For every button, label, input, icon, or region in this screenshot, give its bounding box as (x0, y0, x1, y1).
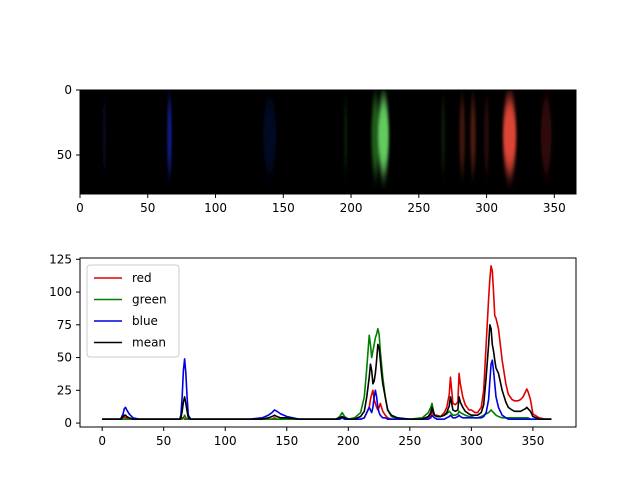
intensity-x-tick-label-1: 50 (156, 434, 171, 448)
intensity-x-tick-label-2: 100 (214, 434, 237, 448)
spectrum-band-0 (102, 97, 107, 174)
spectrum-x-tick-label-0: 0 (76, 201, 84, 215)
spectrum-image-axes: 0 50 100 150 200 250 300 350 0 50 (57, 83, 577, 215)
spectrum-band-4 (371, 97, 380, 174)
intensity-x-tick-label-3: 150 (275, 434, 298, 448)
intensity-y-tick-label-3: 75 (57, 318, 72, 332)
intensity-x-tick-label-5: 250 (398, 434, 421, 448)
legend-label-mean: mean (132, 336, 166, 350)
spectrum-band-1 (167, 97, 172, 174)
spectrum-x-tick-label-1: 50 (140, 201, 155, 215)
intensity-y-tick-label-5: 125 (49, 252, 72, 266)
spectrum-x-tick-label-6: 300 (475, 201, 498, 215)
intensity-lines (102, 265, 552, 420)
intensity-x-tick-label-0: 0 (98, 434, 106, 448)
intensity-x-tick-label-4: 200 (337, 434, 360, 448)
legend-label-red: red (132, 271, 152, 285)
spectrum-image-background (80, 90, 576, 194)
intensity-x-tick-label-7: 350 (521, 434, 544, 448)
spectrum-band-8 (470, 97, 476, 174)
spectrum-x-tick-label-7: 350 (543, 201, 566, 215)
spectrum-band-11 (540, 97, 552, 174)
spectrum-band-5 (378, 97, 389, 174)
spectrum-x-tick-label-3: 150 (272, 201, 295, 215)
intensity-y-tick-label-2: 50 (57, 351, 72, 365)
intensity-y-tick-label-0: 0 (64, 416, 72, 430)
intensity-y-tick-label-4: 100 (49, 285, 72, 299)
series-line-mean (102, 324, 552, 420)
spectrum-band-3 (344, 97, 347, 174)
spectrum-band-6 (441, 97, 445, 174)
intensity-line-axes: 0 50 100 150 200 250 300 350 0 25 50 75 100 125 red g… (49, 252, 577, 448)
intensity-y-tick-label-1: 25 (57, 383, 72, 397)
legend-label-blue: blue (132, 314, 158, 328)
spectrum-y-tick-label-1: 50 (57, 148, 72, 162)
intensity-axes-frame (79, 257, 577, 428)
spectrum-x-ticks: 0 50 100 150 200 250 300 350 (76, 194, 566, 215)
spectrum-y-ticks: 0 50 (57, 83, 80, 162)
legend-box (86, 264, 180, 358)
spectrum-image-frame (79, 89, 577, 195)
legend-label-green: green (132, 293, 167, 307)
spectrum-x-tick-label-4: 200 (340, 201, 363, 215)
intensity-y-ticks: 0 25 50 75 100 125 (49, 252, 80, 430)
spectrum-band-7 (459, 97, 465, 174)
spectrum-y-tick-label-0: 0 (64, 83, 72, 97)
spectrum-band-10 (502, 97, 517, 174)
spectrum-x-tick-label-5: 250 (407, 201, 430, 215)
spectrum-band-9 (483, 97, 490, 174)
spectrum-bands (102, 97, 552, 174)
legend: red green blue mean (86, 264, 180, 358)
intensity-x-tick-label-6: 300 (460, 434, 483, 448)
series-line-blue (102, 358, 552, 420)
spectrum-band-2 (262, 97, 277, 174)
intensity-x-ticks: 0 50 100 150 200 250 300 350 (98, 427, 544, 448)
spectrum-x-tick-label-2: 100 (204, 201, 227, 215)
